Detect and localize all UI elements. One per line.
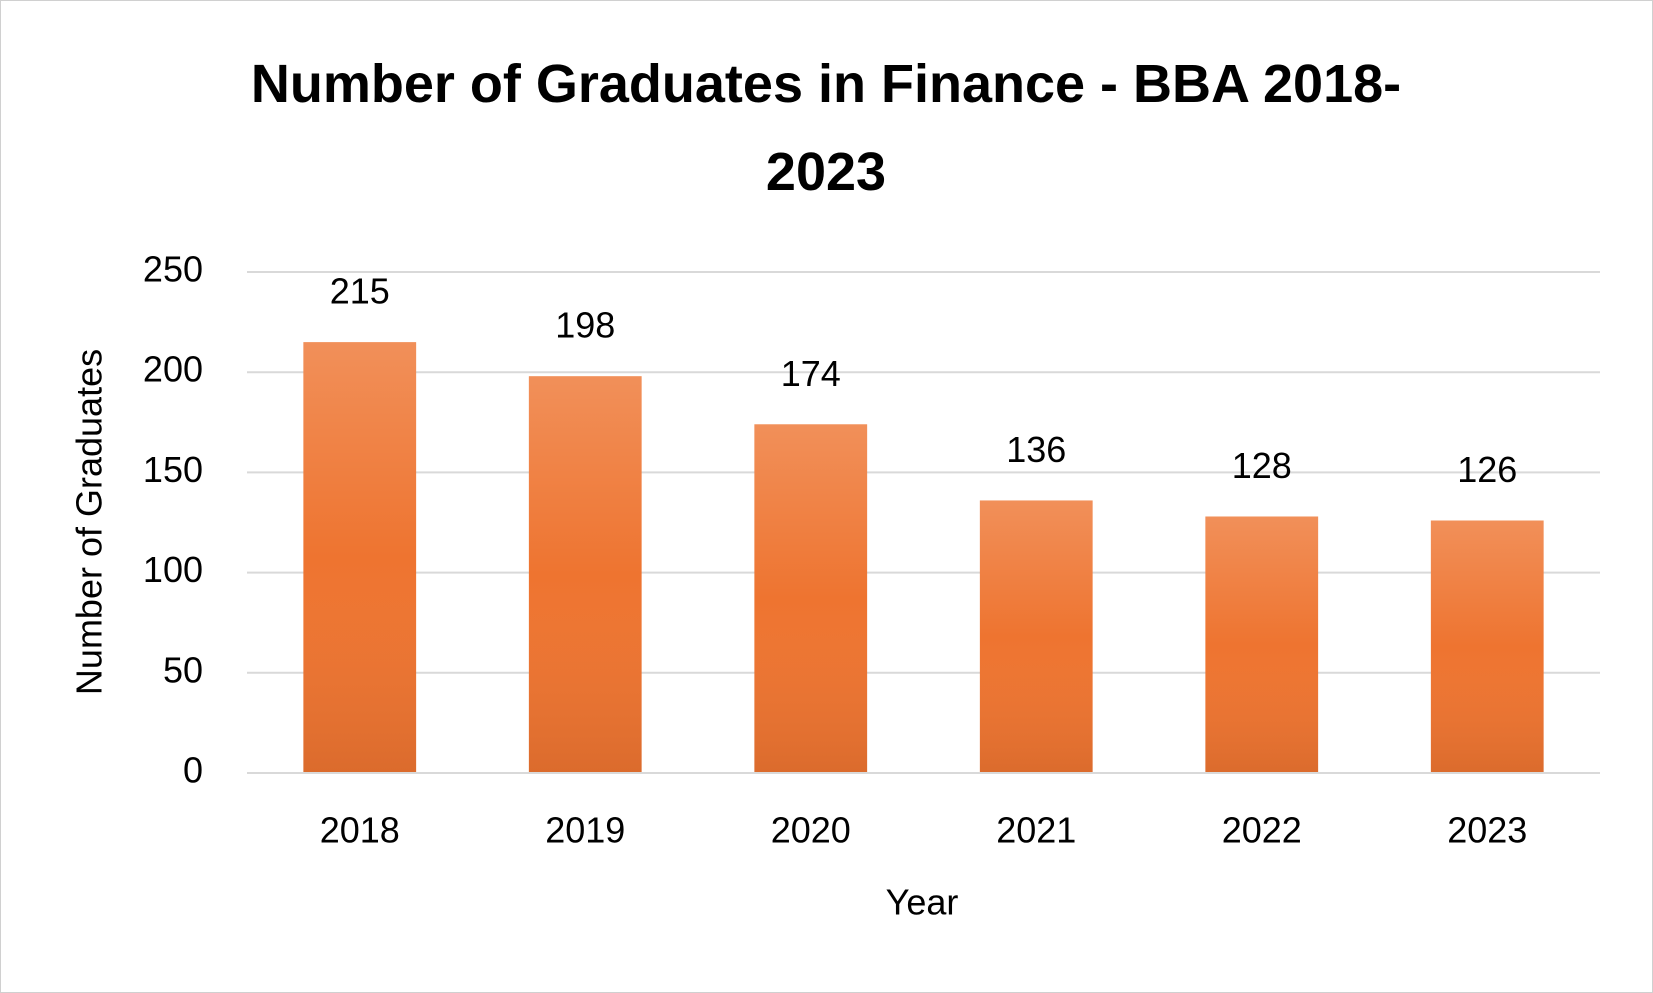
value-label: 174 [781,353,841,394]
bar [303,342,417,773]
x-tick-label: 2021 [996,810,1076,851]
chart-title: Number of Graduates in Finance - BBA 201… [250,54,1402,202]
value-label: 126 [1457,449,1517,490]
y-tick-label: 200 [143,349,203,390]
x-tick-label: 2022 [1222,810,1302,851]
bar [1430,520,1544,773]
value-label: 136 [1006,429,1066,470]
value-label: 198 [555,305,615,346]
x-tick-label: 2020 [771,810,851,851]
bar [979,500,1093,773]
value-label: 128 [1232,445,1292,486]
y-tick-label: 250 [143,249,203,290]
y-tick-label: 150 [143,449,203,490]
bar [754,424,868,773]
x-tick-label: 2018 [320,810,400,851]
y-axis-label: Number of Graduates [69,349,110,695]
x-tick-label: 2023 [1447,810,1527,851]
y-tick-label: 0 [183,750,203,791]
y-tick-label: 100 [143,549,203,590]
x-tick-label: 2019 [545,810,625,851]
y-tick-label: 50 [163,649,203,690]
bar [1205,516,1319,773]
value-label: 215 [330,271,390,312]
bar [528,376,642,773]
x-axis-label: Year [886,882,959,923]
